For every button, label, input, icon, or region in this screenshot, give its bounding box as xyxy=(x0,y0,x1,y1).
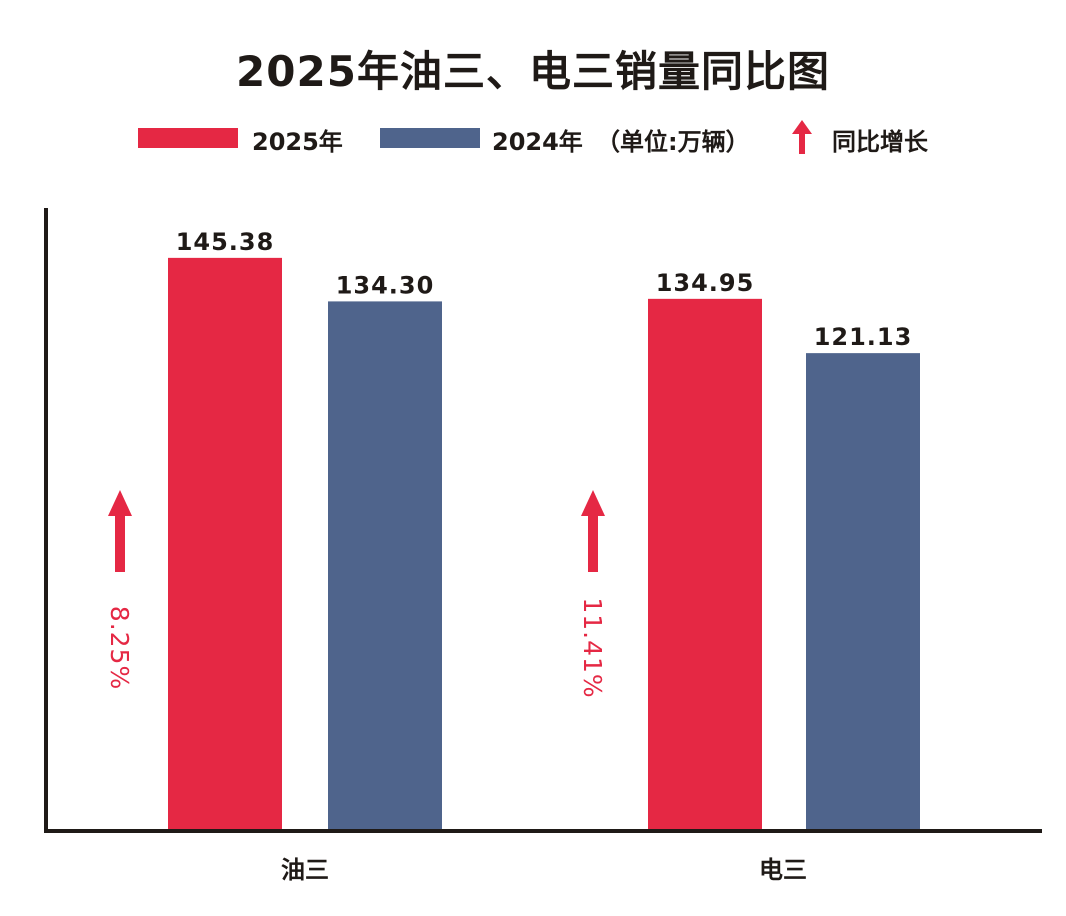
legend-label-2025: 2025年 xyxy=(252,128,343,156)
growth-label-1: 8.25% xyxy=(105,606,134,690)
growth-arrow-icon xyxy=(792,120,812,154)
growth-arrow-icon-2 xyxy=(581,490,605,572)
legend-label-growth: 同比增长 xyxy=(832,128,928,156)
bar-2-2 xyxy=(806,353,920,829)
unit-note: （单位:万辆） xyxy=(596,128,750,156)
data-label-1-1: 145.38 xyxy=(176,228,275,256)
bar-1-2 xyxy=(328,301,442,829)
legend-swatch-2025 xyxy=(138,128,238,148)
data-label-2-2: 121.13 xyxy=(814,323,913,351)
bar-1-1 xyxy=(168,257,282,829)
chart-title: 2025年油三、电三销量同比图 xyxy=(236,47,830,96)
legend: 2025年 2024年 （单位:万辆） 同比增长 xyxy=(0,118,1066,158)
x-tick-label-2: 电三 xyxy=(759,856,807,884)
legend-swatch-2024 xyxy=(380,128,480,148)
data-label-1-2: 134.30 xyxy=(336,271,435,299)
data-label-2-1: 134.95 xyxy=(656,269,755,297)
growth-arrow-icon-1 xyxy=(108,490,132,572)
growth-label-2: 11.41% xyxy=(578,597,607,698)
x-tick-label-1: 油三 xyxy=(281,856,329,884)
legend-label-2024: 2024年 xyxy=(492,128,583,156)
bar-2-1 xyxy=(648,298,762,829)
